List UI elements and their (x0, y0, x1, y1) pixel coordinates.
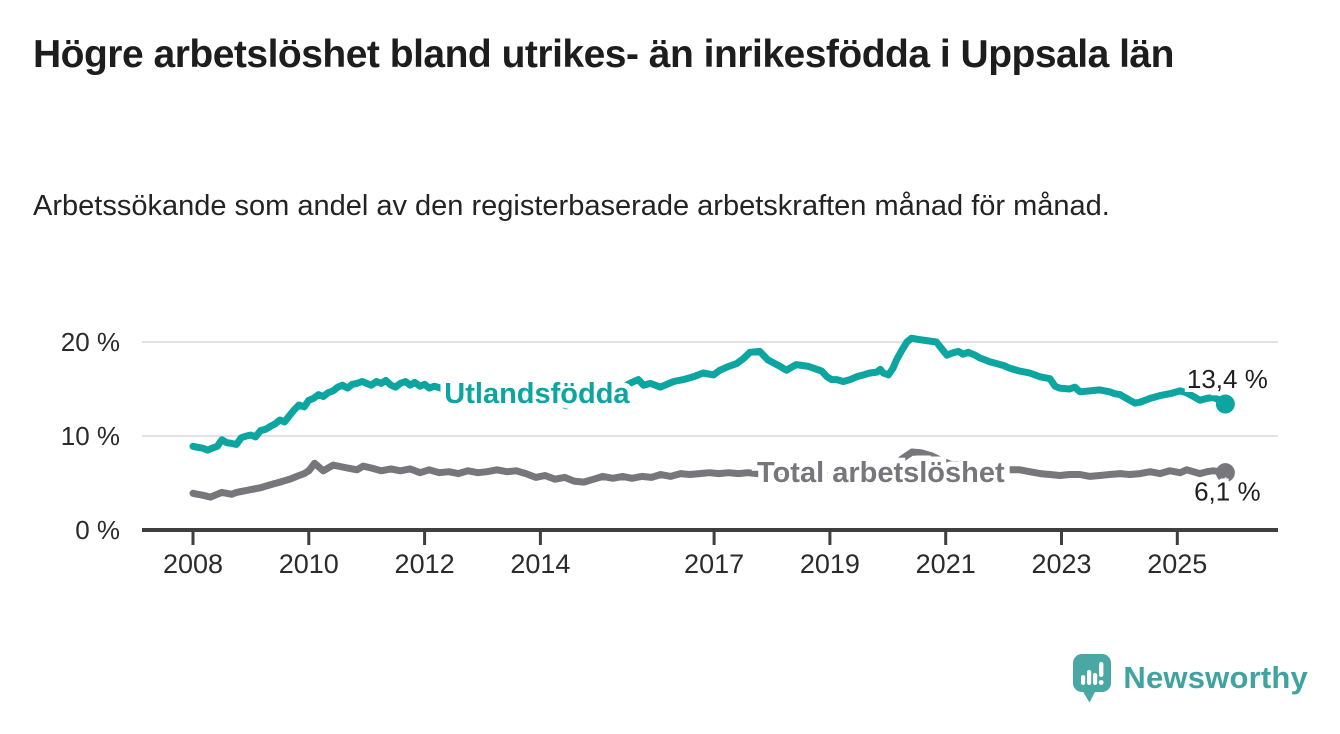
x-tick-label: 2019 (800, 549, 860, 579)
series-end-dot (1215, 394, 1235, 414)
x-tick-label: 2017 (684, 549, 744, 579)
series-end-value: 13,4 % (1187, 364, 1268, 394)
y-tick-label: 0 % (75, 515, 120, 545)
y-tick-label: 20 % (61, 327, 120, 357)
x-tick-label: 2010 (279, 549, 339, 579)
newsworthy-logo-icon (1073, 654, 1112, 703)
series-end-value: 6,1 % (1194, 477, 1261, 507)
y-tick-label: 10 % (61, 421, 120, 451)
page-title: Högre arbetslöshet bland utrikes- än inr… (33, 33, 1174, 76)
series-line-utlandsfodda (189, 334, 1229, 454)
x-tick-label: 2023 (1031, 549, 1091, 579)
series-label: Utlandsfödda (444, 378, 630, 410)
x-tick-label: 2008 (163, 549, 223, 579)
newsworthy-logo: Newsworthy (1072, 652, 1308, 704)
unemployment-line-chart: 0 % 10 % 20 % 2008 2010 2012 2014 2017 2019 2021 2… (61, 327, 1278, 579)
x-tick-label: 2014 (510, 549, 570, 579)
x-tick-label: 2012 (395, 549, 455, 579)
series-label: Total arbetslöshet (757, 457, 1005, 489)
x-tick-label: 2025 (1147, 549, 1207, 579)
series-end-dot (1215, 463, 1235, 483)
x-tick-label: 2021 (916, 549, 976, 579)
series-line-total (189, 448, 1229, 501)
newsworthy-logo-text: Newsworthy (1123, 660, 1308, 695)
page-subtitle: Arbetssökande som andel av den registerb… (33, 190, 1110, 222)
